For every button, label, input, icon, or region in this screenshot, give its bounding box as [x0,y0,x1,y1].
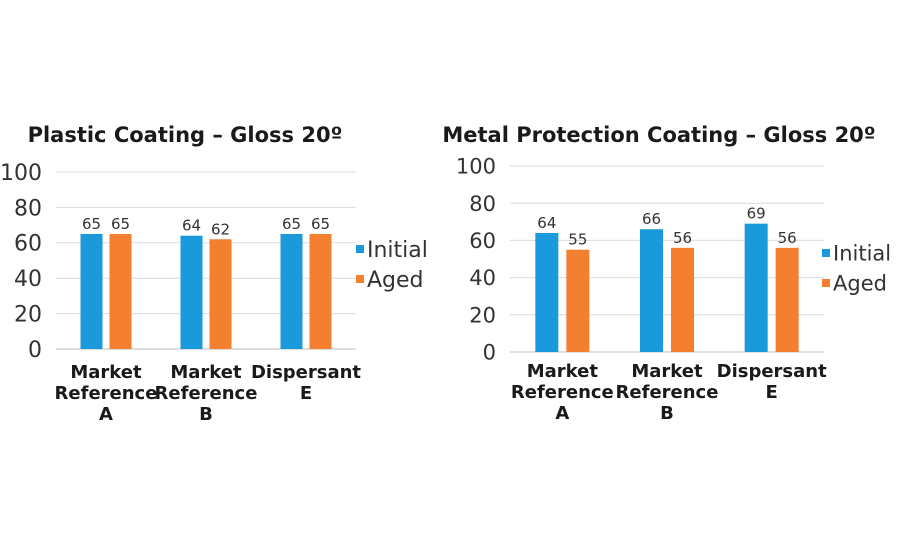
category-label: B [660,403,674,424]
y-tick-label: 60 [14,232,42,257]
category-label: B [199,404,213,425]
bar-initial [280,233,303,349]
bar-initial [80,233,103,349]
y-tick-label: 100 [0,161,42,186]
category-label: Market [631,361,703,382]
data-label: 65 [282,215,301,233]
legend-swatch-aged [356,275,364,283]
bar-aged [775,247,799,352]
category-label: Reference [55,383,158,404]
category-label: E [766,382,778,403]
category-label: Market [170,362,242,383]
legend-swatch-initial [822,249,830,257]
data-label: 65 [311,215,330,233]
y-tick-label: 80 [469,192,496,216]
bar-aged [309,233,332,349]
metal-protection-coating-chart: Metal Protection Coating – Gloss 20º 0 20 4… [442,123,891,424]
data-label: 64 [182,217,201,235]
y-tick-label: 40 [469,266,496,290]
data-label: 65 [111,215,130,233]
legend-label-aged: Aged [367,268,424,293]
legend-label-aged: Aged [833,272,887,296]
category-label: Market [70,362,142,383]
y-tick-label: 20 [14,303,42,328]
y-tick-label: 80 [14,196,42,221]
bar-aged [109,233,132,349]
legend-swatch-aged [822,279,830,287]
category-label: Reference [155,383,258,404]
bar-initial [180,235,203,349]
data-label: 69 [747,205,766,223]
chart-title: Metal Protection Coating – Gloss 20º [442,123,875,147]
plastic-coating-chart: Plastic Coating – Gloss 20º 0 20 40 60 80 100 6… [0,123,428,425]
category-label: Reference [616,382,719,403]
y-tick-label: 60 [469,229,496,253]
category-label: Dispersant [717,361,827,382]
bar-aged [209,239,232,349]
category-label: Market [527,361,599,382]
y-tick-label: 40 [14,267,42,292]
legend-label-initial: Initial [367,238,428,263]
y-tick-label: 100 [456,155,496,179]
chart-title: Plastic Coating – Gloss 20º [28,123,343,147]
data-label: 64 [537,214,556,232]
data-label: 65 [82,215,101,233]
category-label: A [555,403,569,424]
y-tick-label: 20 [469,303,496,327]
category-label: Reference [511,382,614,403]
data-label: 62 [211,220,230,238]
bar-initial [535,232,559,352]
bar-aged [671,247,694,352]
data-label: 66 [642,210,661,228]
data-label: 56 [778,229,797,247]
legend-swatch-initial [356,245,364,253]
category-label: E [300,383,312,404]
y-tick-label: 0 [483,341,496,365]
bar-initial [640,229,663,352]
bar-initial [744,223,768,352]
y-tick-label: 0 [28,338,42,363]
data-label: 56 [673,229,692,247]
legend-label-initial: Initial [833,242,891,266]
data-label: 55 [568,231,587,249]
category-label: A [99,404,113,425]
category-label: Dispersant [251,362,361,383]
bar-aged [566,249,590,352]
